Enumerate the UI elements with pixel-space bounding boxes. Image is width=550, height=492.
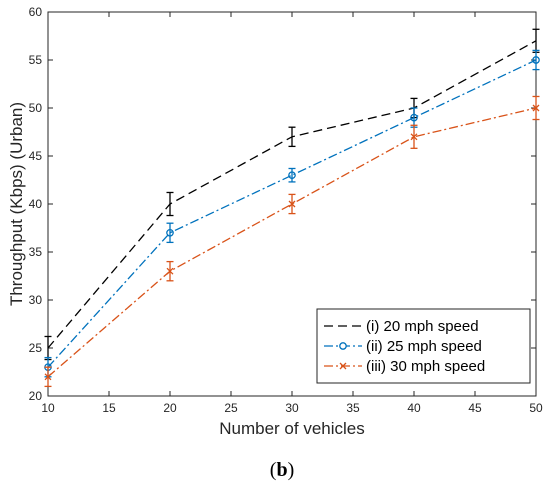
series-layer bbox=[44, 28, 540, 388]
y-tick-label: 50 bbox=[29, 101, 43, 115]
x-axis: 10 15 20 25 30 35 40 45 50 bbox=[41, 12, 543, 415]
data-point bbox=[44, 373, 52, 381]
x-axis-title: Number of vehicles bbox=[219, 419, 365, 438]
legend-label: (ii) 25 mph speed bbox=[366, 338, 482, 355]
legend-label: (iii) 30 mph speed bbox=[366, 358, 485, 375]
data-point bbox=[410, 113, 418, 122]
series-1 bbox=[44, 28, 540, 361]
legend: (i) 20 mph speed (ii) 25 mph speed (iii) 3… bbox=[316, 308, 531, 384]
x-tick-label: 30 bbox=[285, 401, 299, 415]
y-tick-label: 55 bbox=[29, 53, 43, 67]
y-tick-label: 60 bbox=[29, 5, 43, 19]
y-axis-title: Throughput (Kbps) (Urban) bbox=[7, 102, 26, 306]
y-tick-label: 20 bbox=[29, 389, 43, 403]
data-point bbox=[288, 200, 296, 208]
series-2 bbox=[44, 49, 540, 378]
y-axis: 20 25 30 35 40 45 50 55 60 bbox=[29, 5, 536, 403]
x-tick-label: 10 bbox=[41, 401, 55, 415]
series-line bbox=[47, 59, 537, 368]
y-tick-label: 45 bbox=[29, 149, 43, 163]
data-point bbox=[166, 267, 174, 275]
caption-close-paren: ) bbox=[288, 459, 295, 481]
x-tick-label: 25 bbox=[224, 401, 238, 415]
x-tick-label: 20 bbox=[163, 401, 177, 415]
legend-marker bbox=[339, 342, 347, 350]
legend-marker bbox=[339, 362, 347, 370]
data-point bbox=[166, 228, 174, 237]
x-tick-label: 15 bbox=[102, 401, 116, 415]
data-point bbox=[410, 133, 418, 141]
legend-item-1: (i) 20 mph speed bbox=[324, 318, 479, 335]
caption-letter: b bbox=[276, 459, 287, 481]
y-tick-label: 25 bbox=[29, 341, 43, 355]
legend-box bbox=[316, 308, 531, 384]
x-tick-label: 50 bbox=[529, 401, 543, 415]
caption-open-paren: ( bbox=[270, 459, 277, 481]
legend-item-3: (iii) 30 mph speed bbox=[324, 358, 485, 375]
y-tick-label: 30 bbox=[29, 293, 43, 307]
data-point bbox=[532, 104, 540, 112]
series-3 bbox=[44, 95, 540, 388]
x-tick-label: 40 bbox=[407, 401, 421, 415]
x-tick-label: 35 bbox=[346, 401, 360, 415]
legend-item-2: (ii) 25 mph speed bbox=[324, 338, 482, 355]
data-point bbox=[532, 56, 540, 64]
legend-label: (i) 20 mph speed bbox=[366, 318, 479, 335]
figure-caption: (b) bbox=[270, 459, 294, 481]
series-line bbox=[47, 107, 537, 378]
x-tick-label: 45 bbox=[468, 401, 482, 415]
data-point bbox=[288, 171, 296, 180]
y-tick-label: 35 bbox=[29, 245, 43, 259]
y-tick-label: 40 bbox=[29, 197, 43, 211]
